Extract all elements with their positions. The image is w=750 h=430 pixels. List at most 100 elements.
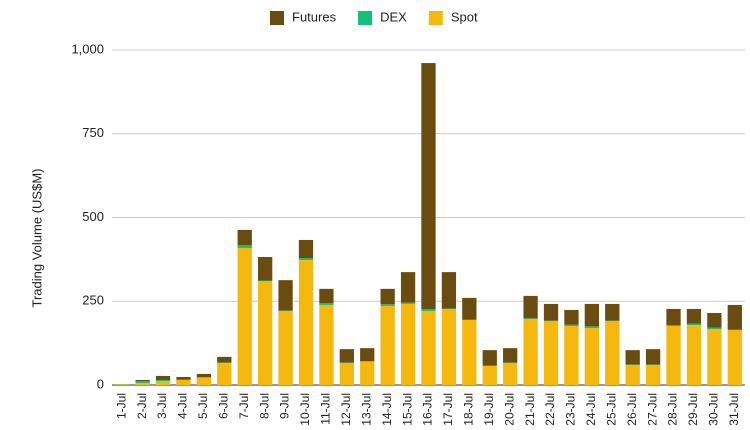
bar-segment	[380, 305, 395, 385]
x-tick-label: 2-Jul	[135, 393, 149, 419]
bar-segment	[707, 327, 722, 330]
x-tick-label: 5-Jul	[196, 393, 210, 419]
y-tick-label: 250	[82, 293, 104, 308]
bar-segment	[400, 303, 416, 385]
bar-segment	[257, 257, 273, 281]
bar-segment	[564, 309, 579, 325]
bar-segment	[176, 379, 191, 385]
x-tick-label: 26-Jul	[625, 393, 639, 426]
bar-segment	[686, 308, 702, 324]
bar-segment	[155, 379, 171, 381]
bar-segment	[645, 364, 661, 385]
legend-swatch	[428, 11, 443, 25]
bar-segment	[319, 288, 334, 304]
bar-segment	[584, 303, 600, 327]
bar-segment	[196, 373, 212, 378]
bar-segment	[278, 280, 293, 311]
x-tick-label: 21-Jul	[523, 393, 537, 426]
bar-segment	[380, 288, 395, 305]
bar-segment	[707, 312, 722, 328]
legend-swatch	[358, 11, 373, 25]
bar-segment	[666, 326, 681, 385]
bar-segment	[278, 310, 293, 385]
bar-segment	[135, 382, 150, 385]
y-tick-label: 0	[97, 376, 104, 391]
bar-segment	[584, 326, 600, 329]
bar-segment	[605, 321, 620, 385]
bar-segment	[605, 303, 620, 321]
x-tick-label: 7-Jul	[237, 393, 251, 419]
bar-segment	[237, 245, 252, 248]
bar-segment	[727, 330, 742, 385]
x-tick-label: 17-Jul	[441, 393, 455, 426]
y-axis-label: Trading Volume (US$M)	[29, 169, 44, 308]
x-tick-label: 23-Jul	[564, 393, 578, 426]
bar-segment	[503, 348, 518, 363]
x-tick-label: 20-Jul	[502, 393, 516, 426]
bar-segment	[523, 319, 538, 385]
bar-segment	[523, 318, 538, 320]
bar-segment	[543, 321, 559, 385]
x-tick-label: 18-Jul	[462, 393, 476, 426]
x-tick-label: 27-Jul	[645, 393, 659, 426]
bar-segment	[360, 361, 375, 385]
x-tick-label: 6-Jul	[216, 393, 230, 419]
bar-segment	[298, 239, 314, 259]
x-tick-label: 11-Jul	[319, 393, 333, 425]
bar-segment	[319, 304, 334, 385]
bar-segment	[196, 377, 212, 385]
legend-label: Futures	[292, 9, 337, 24]
bar-segment	[319, 303, 334, 305]
bar-segment	[707, 329, 722, 385]
legend-swatch	[270, 11, 284, 25]
bar-segment	[625, 350, 640, 365]
legend-label: Spot	[451, 9, 478, 24]
bar-segment	[135, 379, 150, 382]
x-tick-label: 31-Jul	[727, 393, 741, 426]
bar-segment	[400, 302, 416, 304]
bar-segment	[339, 349, 354, 363]
bar-segment	[462, 320, 477, 385]
x-tick-label: 15-Jul	[400, 393, 414, 426]
bar-segment	[176, 376, 191, 380]
bar-segment	[257, 280, 273, 282]
x-tick-label: 22-Jul	[543, 393, 557, 426]
bar-segment	[645, 349, 661, 365]
y-tick-label: 750	[82, 125, 104, 140]
bar-segment	[115, 384, 130, 385]
x-tick-label: 25-Jul	[604, 393, 618, 426]
y-tick-label: 500	[82, 209, 104, 224]
bar-segment	[237, 229, 252, 246]
x-tick-label: 1-Jul	[114, 393, 128, 419]
x-tick-label: 9-Jul	[278, 393, 292, 419]
bar-segment	[400, 272, 416, 303]
x-tick-label: 13-Jul	[359, 393, 373, 426]
bar-segment	[625, 364, 640, 385]
x-tick-label: 24-Jul	[584, 393, 598, 426]
bar-segment	[257, 281, 273, 385]
bar-segment	[421, 310, 436, 385]
x-tick-label: 29-Jul	[686, 393, 700, 426]
bar-segment	[441, 272, 457, 309]
bar-segment	[543, 303, 559, 321]
bar-segment	[686, 325, 702, 385]
bar-segment	[298, 258, 314, 261]
bar-segment	[564, 324, 579, 327]
bar-segment	[380, 304, 395, 306]
bar-segment	[523, 295, 538, 319]
bar-segment	[482, 350, 497, 366]
y-tick-label: 1,000	[71, 41, 104, 56]
x-tick-label: 3-Jul	[155, 393, 169, 419]
x-tick-label: 12-Jul	[339, 393, 353, 426]
bar-segment	[584, 328, 600, 385]
bar-segment	[666, 325, 681, 327]
x-tick-label: 16-Jul	[421, 393, 435, 426]
x-tick-label: 10-Jul	[298, 393, 312, 426]
bar-segment	[727, 304, 742, 330]
x-tick-label: 14-Jul	[380, 393, 394, 426]
bar-segment	[298, 260, 314, 385]
bar-segment	[217, 356, 232, 363]
bar-segment	[564, 326, 579, 385]
bar-segment	[441, 308, 457, 385]
